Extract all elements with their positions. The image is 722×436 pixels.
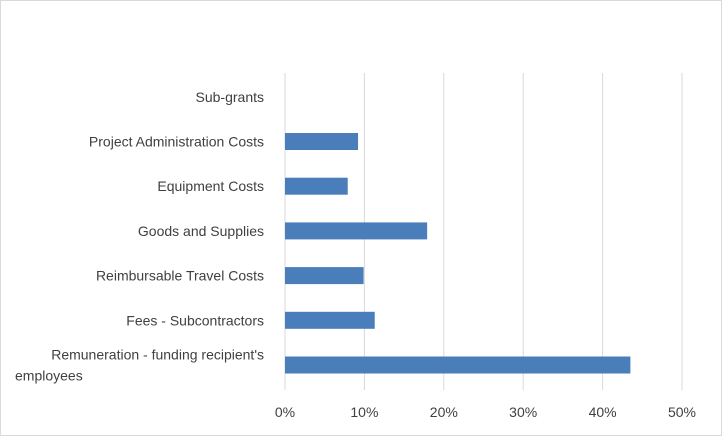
bar xyxy=(285,177,348,195)
x-tick-labels: 0% 10% 20% 30% 40% 50% xyxy=(275,404,696,420)
category-label: Remuneration - funding recipient's xyxy=(51,347,264,363)
bars xyxy=(285,133,631,374)
x-tick-label: 0% xyxy=(275,404,295,420)
x-tick-label: 50% xyxy=(668,404,696,420)
bar xyxy=(285,267,364,285)
bar xyxy=(285,356,631,374)
gridlines xyxy=(284,73,683,390)
x-tick-label: 10% xyxy=(350,404,378,420)
x-tick-label: 30% xyxy=(509,404,537,420)
category-label: employees xyxy=(15,368,83,384)
category-label: Project Administration Costs xyxy=(89,134,264,150)
x-tick-label: 40% xyxy=(589,404,617,420)
category-label: Reimbursable Travel Costs xyxy=(96,268,264,284)
category-label: Sub-grants xyxy=(196,89,264,105)
x-tick-label: 20% xyxy=(430,404,458,420)
bar xyxy=(285,133,359,150)
category-label: Goods and Supplies xyxy=(138,223,264,239)
bar xyxy=(285,222,428,240)
bar xyxy=(285,311,375,329)
category-labels: Remuneration - funding recipient's employ… xyxy=(15,89,264,384)
category-label: Equipment Costs xyxy=(157,178,264,194)
category-label: Fees - Subcontractors xyxy=(126,312,264,328)
